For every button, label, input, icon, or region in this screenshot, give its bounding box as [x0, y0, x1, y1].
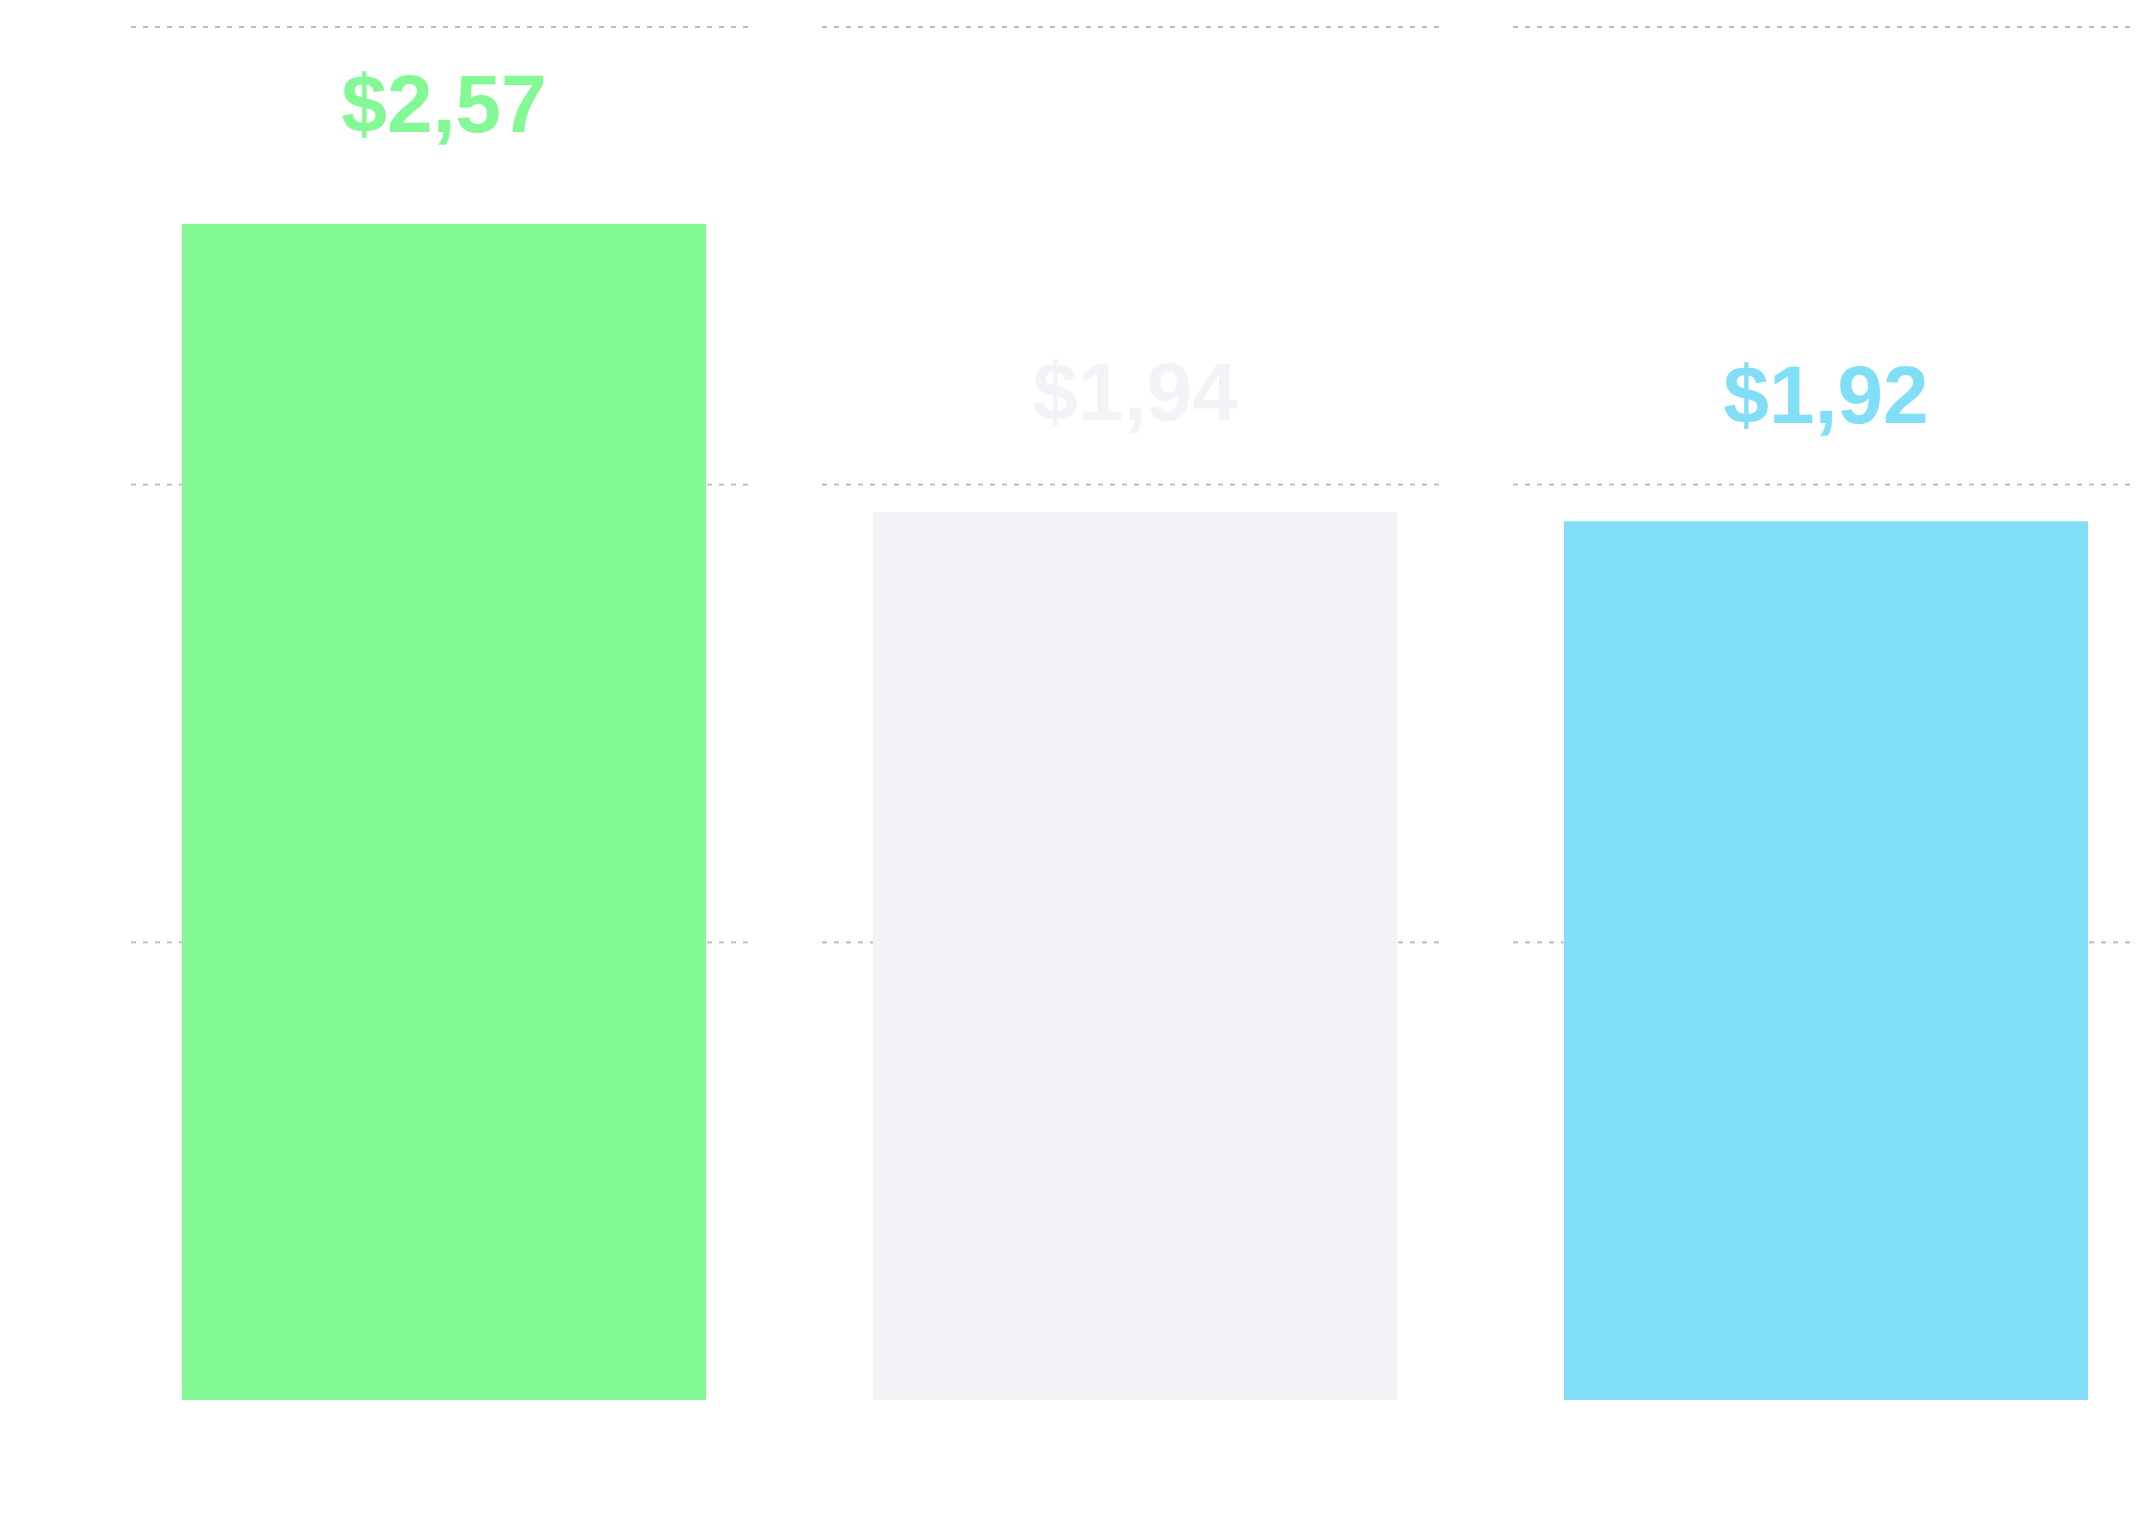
data-label: $1,92: [1723, 350, 1928, 441]
bar: [1564, 521, 2088, 1400]
data-label: $1,94: [1032, 347, 1238, 438]
bar: [873, 512, 1397, 1400]
bars: [182, 223, 2088, 1401]
data-label: $2,57: [341, 59, 546, 150]
bar: [182, 223, 706, 1401]
data-labels: $2,57 $1,94 $1,92: [341, 59, 1928, 441]
